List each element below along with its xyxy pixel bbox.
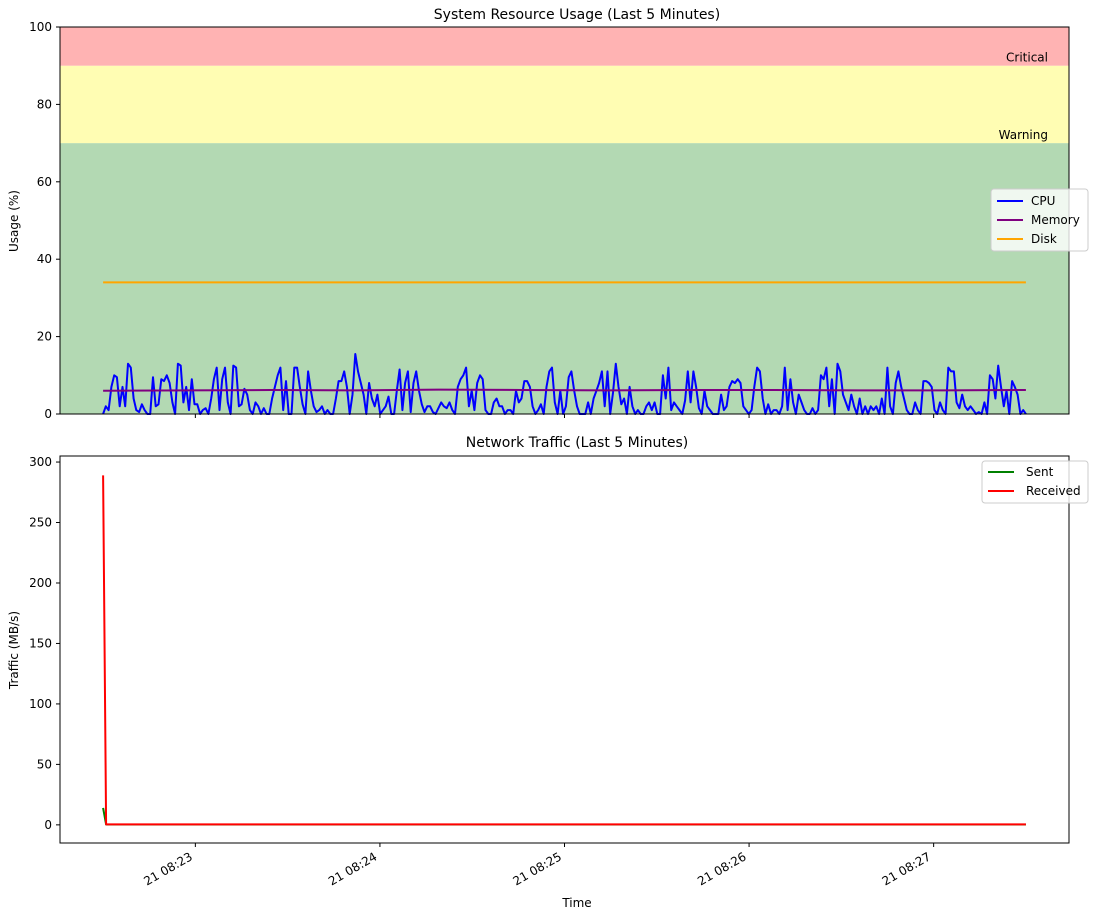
x-tick-label: 21 08:27 xyxy=(880,849,933,888)
legend-label-memory: Memory xyxy=(1031,213,1080,227)
network-plot-frame xyxy=(59,455,1070,844)
zone-normal xyxy=(60,143,1069,414)
y-tick-label: 100 xyxy=(29,20,52,34)
y-tick-label: 0 xyxy=(44,818,52,832)
y-tick-label: 80 xyxy=(37,97,52,111)
x-tick-label: 21 08:24 xyxy=(326,849,379,888)
x-tick-label: 21 08:23 xyxy=(141,849,194,888)
series-line-cpu xyxy=(102,353,1027,415)
x-tick-label: 21 08:25 xyxy=(511,849,564,888)
zone-label-critical: Critical xyxy=(1006,51,1048,65)
x-tick-label: 21 08:26 xyxy=(695,849,748,888)
y-tick-label: 150 xyxy=(29,636,52,650)
legend-box xyxy=(990,188,1089,252)
y-tick-label: 50 xyxy=(37,757,52,771)
resource-legend: CPU Memory Disk xyxy=(990,188,1089,252)
legend-label-received: Received xyxy=(1026,484,1081,498)
zone-warning xyxy=(60,65,1069,144)
y-tick-label: 60 xyxy=(37,175,52,189)
legend-label-cpu: CPU xyxy=(1031,194,1055,208)
network-chart-ylabel: Traffic (MB/s) xyxy=(7,611,21,690)
legend-label-disk: Disk xyxy=(1031,232,1057,246)
resource-usage-chart: System Resource Usage (Last 5 Minutes) U… xyxy=(7,7,1089,421)
y-tick-label: 200 xyxy=(29,576,52,590)
series-line-sent xyxy=(102,807,1026,826)
network-chart-title: Network Traffic (Last 5 Minutes) xyxy=(466,435,688,451)
network-legend: Sent Received xyxy=(981,460,1089,504)
zone-label-warning: Warning xyxy=(999,128,1048,142)
resource-chart-title: System Resource Usage (Last 5 Minutes) xyxy=(434,7,720,23)
network-traffic-chart: Network Traffic (Last 5 Minutes) Traffic… xyxy=(7,435,1089,910)
y-tick-label: 300 xyxy=(29,455,52,469)
series-line-memory xyxy=(103,388,1026,392)
y-tick-label: 0 xyxy=(44,407,52,421)
series-line-received xyxy=(102,475,1026,826)
resource-chart-ylabel: Usage (%) xyxy=(7,190,21,252)
legend-label-sent: Sent xyxy=(1026,465,1054,479)
y-tick-label: 100 xyxy=(29,697,52,711)
network-chart-xlabel: Time xyxy=(561,896,591,910)
y-tick-label: 40 xyxy=(37,252,52,266)
zone-critical xyxy=(60,27,1069,66)
y-tick-label: 20 xyxy=(37,330,52,344)
y-tick-label: 250 xyxy=(29,516,52,530)
